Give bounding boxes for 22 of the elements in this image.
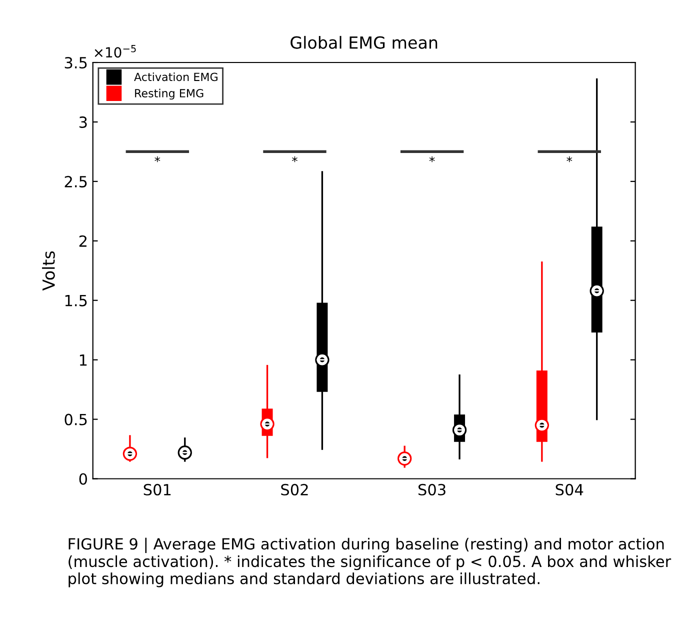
y-tick-label: 0	[79, 473, 87, 485]
annotation: *	[154, 156, 160, 162]
y-tick-label: 2.5	[64, 176, 87, 188]
text: ×10$^{−5}$	[94, 45, 136, 58]
y-axis-title: Volts	[42, 251, 55, 291]
annotation: *	[566, 156, 572, 162]
x-tick-label: S04	[556, 484, 584, 496]
x-tick-label: S02	[281, 484, 308, 496]
annotation: *	[429, 156, 435, 162]
y-tick-label: 3	[79, 116, 87, 128]
y-tick-label: 0.5	[64, 414, 87, 426]
y-tick-label: 1	[80, 354, 87, 366]
legend-label: Resting EMG	[135, 88, 204, 100]
y-tick-label: 1.5	[65, 295, 87, 306]
caption: FIGURE 9 | Average EMG activation during baseline (resting) and motor action (muscle activation). * indicates the significance of p < 0.05. A box and whisker plot showing medians and standard deviations are illustrated.	[68, 538, 672, 588]
annotation: *	[292, 156, 298, 162]
x-tick-label: S01	[144, 484, 171, 496]
y-tick-label: 2	[79, 235, 86, 247]
chart-title: Global EMG mean	[290, 36, 438, 49]
y-tick-label: 3.5	[64, 56, 87, 69]
x-tick-label: S03	[418, 484, 446, 496]
legend-label: Activation EMG	[134, 72, 218, 82]
